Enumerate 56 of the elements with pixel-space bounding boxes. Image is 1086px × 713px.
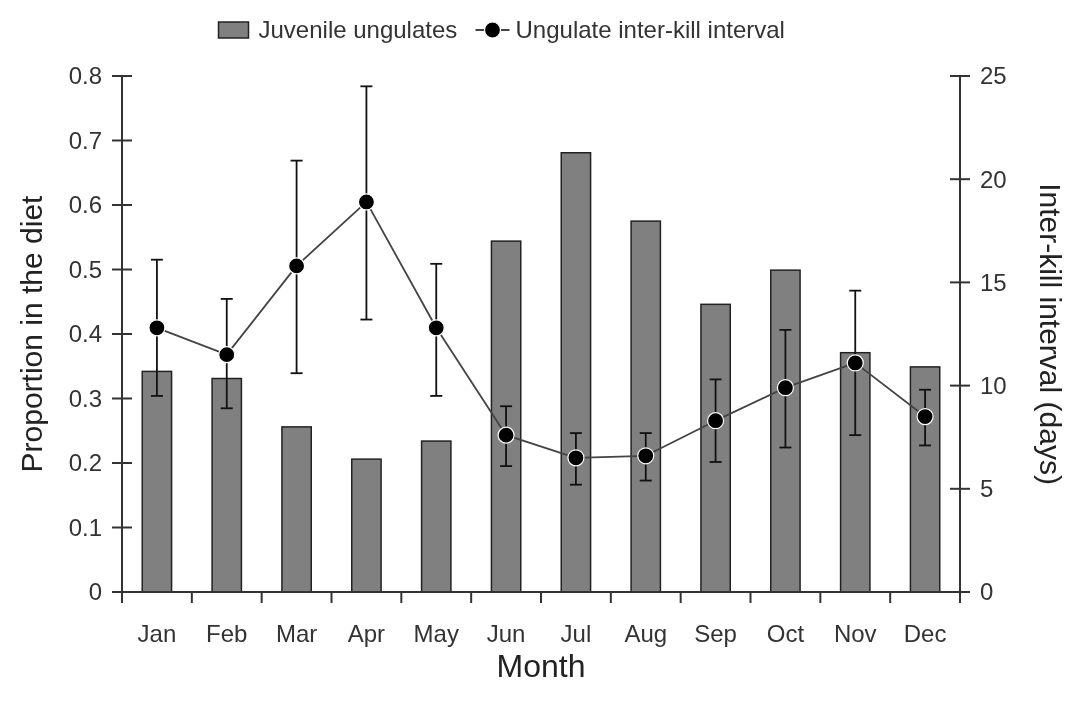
y2-tick-label: 20 <box>980 165 1007 193</box>
bar <box>560 152 592 593</box>
bar <box>770 269 801 593</box>
bar <box>909 366 941 593</box>
point <box>916 407 934 426</box>
bar <box>630 220 662 593</box>
x-tick-label: Mar <box>275 620 318 647</box>
bar <box>490 240 522 593</box>
x-tick-label: Apr <box>347 620 386 647</box>
x-tick-label: Feb <box>206 620 248 647</box>
y2-axis-title: Inter-kill interval (days) <box>1034 183 1067 485</box>
bar <box>211 377 243 593</box>
point <box>427 319 445 337</box>
point <box>497 426 515 444</box>
x-tick-label: Sep <box>694 620 737 647</box>
x-tick-label: Aug <box>624 620 668 647</box>
x-tick-label: May <box>413 620 459 647</box>
point <box>148 319 166 337</box>
y-tick-label: 0.6 <box>68 191 102 219</box>
y2-tick-label: 25 <box>980 62 1007 90</box>
point <box>637 447 655 465</box>
point <box>357 193 376 211</box>
point <box>776 379 795 397</box>
y-tick-label: 0.5 <box>68 255 102 283</box>
point <box>567 449 585 467</box>
bar <box>141 370 173 593</box>
y-tick-label: 0.8 <box>68 62 102 90</box>
x-tick-label: Jun <box>486 620 526 647</box>
x-tick-label: Nov <box>833 620 877 647</box>
x-tick-label: Oct <box>766 620 805 647</box>
y-tick-label: 0.1 <box>68 513 102 541</box>
y-axis-title: Proportion in the diet <box>15 194 48 473</box>
point <box>218 346 236 364</box>
y-tick-label: 0.7 <box>68 126 102 154</box>
bar <box>700 303 731 593</box>
y-tick-label: 0 <box>88 578 102 606</box>
y2-tick-label: 0 <box>980 578 994 606</box>
y-tick-label: 0.4 <box>68 320 102 348</box>
x-axis-title: Month <box>496 648 586 684</box>
x-tick-label: Dec <box>903 620 947 647</box>
y2-tick-label: 10 <box>980 372 1007 399</box>
bar <box>420 440 452 593</box>
y-tick-label: 0.2 <box>68 449 102 477</box>
x-tick-label: Jul <box>560 620 592 647</box>
x-tick-label: Jan <box>137 620 177 647</box>
bar <box>281 426 312 593</box>
point <box>287 257 306 275</box>
y-tick-label: 0.3 <box>68 384 102 412</box>
y2-tick-label: 5 <box>980 475 994 503</box>
y2-tick-label: 15 <box>980 268 1007 296</box>
point <box>706 412 725 430</box>
bar <box>351 458 382 593</box>
point <box>846 354 864 372</box>
bar <box>839 351 871 593</box>
legend-label: Ungulate inter-kill interval <box>515 16 785 44</box>
legend-label: Juvenile ungulates <box>258 16 458 44</box>
